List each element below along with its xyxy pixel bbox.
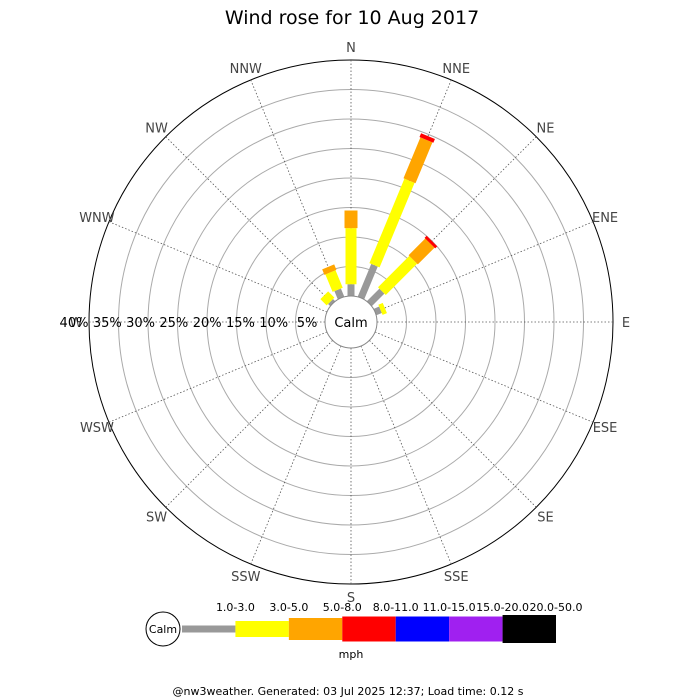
direction-label-n: N (346, 41, 356, 56)
bar-nnw-bin-1 (325, 270, 343, 292)
legend-swatch-4 (395, 616, 450, 642)
direction-label-e: E (622, 316, 630, 331)
direction-label-sse: SSE (444, 570, 469, 585)
direction-label-wsw: WSW (80, 421, 114, 436)
direction-label-nnw: NNW (230, 62, 262, 77)
radial-tick-label: 15% (226, 316, 255, 331)
legend-swatch-2 (288, 618, 343, 640)
legend-swatch-6 (502, 615, 556, 643)
radial-tick-labels: 40% 35% 30% 25% 20% 15% 10% 5% (60, 316, 318, 331)
spoke-ssw (250, 345, 342, 565)
legend-swatch-0 (182, 625, 236, 633)
bar-nw-bin-1 (320, 291, 335, 306)
radial-tick-label: 40% (60, 316, 89, 331)
direction-label-wnw: WNW (79, 211, 115, 226)
direction-label-nne: NNE (442, 62, 470, 77)
direction-label-nw: NW (145, 122, 168, 137)
footer-text: @nw3weather. Generated: 03 Jul 2025 12:3… (173, 685, 524, 698)
legend-unit: mph (339, 648, 364, 661)
radial-tick-label: 35% (93, 316, 122, 331)
bar-nne-bin-1 (369, 178, 415, 268)
direction-labels: N NNE NE ENE E ESE SE SSE S SSW SW WSW W WNW NW NNW (70, 41, 631, 606)
direction-label-ese: ESE (593, 421, 618, 436)
legend-swatch-1 (235, 621, 289, 637)
direction-label-ne: NE (536, 122, 554, 137)
bar-nne-bin-0 (357, 263, 378, 300)
spoke-wnw (108, 221, 328, 313)
bar-nnw-bin-2 (322, 264, 337, 275)
legend-label-6: 20.0-50.0 (530, 601, 583, 614)
bar-ne-bin-0 (366, 288, 385, 307)
spoke-sw (165, 340, 333, 508)
direction-label-w: W (70, 316, 83, 331)
spoke-wsw (108, 331, 328, 423)
legend-swatch-3 (342, 616, 396, 642)
legend-label-0: 1.0-3.0 (216, 601, 255, 614)
grid-circle (147, 118, 555, 526)
spoke-nnw (250, 79, 342, 299)
bar-ene-bin-1 (378, 302, 387, 315)
wind-bars (320, 133, 438, 316)
direction-spokes (89, 60, 613, 584)
spoke-se (369, 340, 537, 508)
calm-label: Calm (334, 316, 367, 331)
radial-tick-label: 30% (126, 316, 155, 331)
bar-nne-bin-2 (403, 137, 433, 184)
bar-ne-bin-3 (424, 235, 438, 249)
legend-calm-label: Calm (149, 623, 177, 636)
grid-circle (206, 177, 496, 467)
radial-tick-label: 20% (193, 316, 222, 331)
direction-label-s: S (347, 591, 355, 606)
bar-ene-bin-0 (373, 306, 382, 316)
legend: Calm 1.0-3.0 3.0-5.0 5.0-8.0 8.0-11.0 11.0-1… (145, 601, 583, 661)
legend-label-1: 3.0-5.0 (269, 601, 308, 614)
calm-center: Calm (324, 295, 378, 349)
spoke-nw (165, 136, 333, 304)
spoke-ene (374, 221, 594, 313)
legend-label-5: 15.0-20.0 (476, 601, 529, 614)
direction-label-ssw: SSW (231, 570, 261, 585)
bar-nnw-bin-0 (334, 288, 345, 300)
bar-ne-bin-1 (378, 255, 418, 295)
radial-tick-label: 10% (259, 316, 288, 331)
bar-ne-bin-2 (408, 238, 435, 265)
radial-tick-label: 25% (159, 316, 188, 331)
spoke-sse (360, 345, 452, 565)
bar-nne-bin-3 (419, 133, 435, 143)
spoke-ese (374, 331, 594, 423)
legend-label-2: 5.0-8.0 (323, 601, 362, 614)
legend-label-4: 11.0-15.0 (423, 601, 476, 614)
legend-label-3: 8.0-11.0 (373, 601, 419, 614)
direction-label-ene: ENE (592, 211, 618, 226)
direction-label-sw: SW (146, 510, 167, 525)
radial-tick-label: 5% (297, 316, 318, 331)
legend-swatch-5 (449, 616, 503, 642)
direction-label-se: SE (537, 510, 553, 525)
chart-title: Wind rose for 10 Aug 2017 (225, 7, 479, 29)
